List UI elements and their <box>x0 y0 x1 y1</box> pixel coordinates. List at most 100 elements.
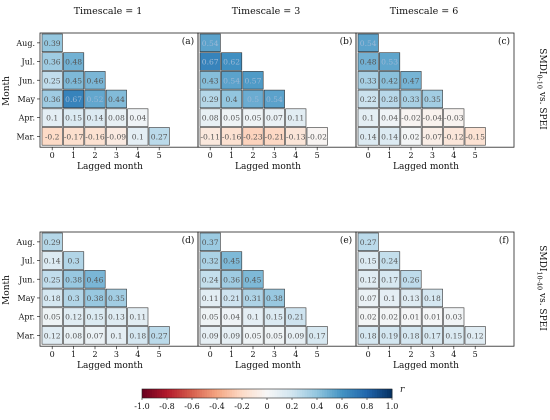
cell-value: -0.17 <box>64 132 84 141</box>
x-tick-label: 5 <box>473 350 478 359</box>
colorbar-segment <box>305 389 308 398</box>
colorbar-tick-label: 0 <box>264 402 269 411</box>
cell-value: 0.12 <box>467 331 484 340</box>
colorbar-segment <box>147 389 150 398</box>
x-axis-label: Lagged month <box>77 162 143 172</box>
colorbar-segment <box>195 389 198 398</box>
cell-value: 0.54 <box>223 76 240 85</box>
x-tick-label: 4 <box>135 151 140 160</box>
colorbar-segment <box>262 389 265 398</box>
colorbar-segment <box>345 389 348 398</box>
colorbar-segment <box>145 389 148 398</box>
cell-value: 0.54 <box>266 95 283 104</box>
cell-value: 0.21 <box>223 294 240 303</box>
cell-value: 0.46 <box>87 275 104 284</box>
colorbar-segment <box>317 389 320 398</box>
cell-value: 0.11 <box>129 313 146 322</box>
colorbar-tick-label: 1.0 <box>386 402 399 411</box>
colorbar-segment <box>247 389 250 398</box>
colorbar-segment <box>340 389 343 398</box>
cell-value: 0.15 <box>266 313 283 322</box>
x-tick-label: 5 <box>315 151 320 160</box>
row-label: SMDI10-40 vs. SPEI <box>536 245 548 331</box>
cell-value: 0.12 <box>360 275 377 284</box>
cell-value: 0.18 <box>403 331 420 340</box>
row-labels: SMDI0-10 vs. SPEISMDI10-40 vs. SPEI <box>536 48 548 331</box>
colorbar-tick-label: -0.2 <box>234 402 249 411</box>
cell-value: 0.03 <box>445 313 462 322</box>
colorbar-tick-label: -0.4 <box>209 402 224 411</box>
cell-value: 0.26 <box>403 275 420 284</box>
y-tick-label: Jun. <box>18 76 35 85</box>
y-tick-label: Apr. <box>18 114 35 123</box>
colorbar-segment <box>245 389 248 398</box>
cell-value: 0.48 <box>65 58 82 67</box>
x-tick-label: 5 <box>315 350 320 359</box>
cell-value: -0.15 <box>465 132 485 141</box>
cell-value: -0.11 <box>200 132 219 141</box>
colorbar-segment <box>360 389 363 398</box>
panel: (d)0.290.14 0.30.25 0.38 0.460.18 0.3 0.38 0.3… <box>2 232 198 371</box>
colorbar-segment <box>320 389 323 398</box>
colorbar-segment <box>150 389 153 398</box>
colorbar-segment <box>257 389 260 398</box>
colorbar-tick-label: 0.6 <box>336 402 349 411</box>
x-tick-label: 4 <box>293 350 298 359</box>
panel: (c) 0.54 0.48 0.53 0.33 0.42 0.47 0.22 0.28 0.33 0… <box>356 33 514 172</box>
colorbar-segment <box>170 389 173 398</box>
cell-value: -0.13 <box>286 132 306 141</box>
y-tick-label: Mar. <box>17 331 35 340</box>
cell-value: 0.05 <box>223 114 240 123</box>
cell-value: -0.16 <box>85 132 105 141</box>
x-tick-label: 5 <box>157 350 162 359</box>
colorbar-segment <box>337 389 340 398</box>
x-tick-label: 5 <box>157 151 162 160</box>
cell-value: 0.33 <box>360 76 377 85</box>
cell-value: 0.43 <box>202 76 219 85</box>
cell-value: 0.02 <box>360 313 377 322</box>
panel-label: (d) <box>182 235 195 246</box>
colorbar-tick-label: 0.2 <box>286 402 299 411</box>
colorbar-segment <box>162 389 165 398</box>
cell-value: 0.1 <box>132 132 144 141</box>
cell-value: 0.14 <box>360 132 377 141</box>
cell-value: 0.3 <box>68 257 80 266</box>
cell-value: 0.17 <box>309 331 326 340</box>
colorbar-segment <box>307 389 310 398</box>
y-tick-label: Aug. <box>15 39 35 48</box>
y-tick-label: Jul. <box>21 58 35 67</box>
cell-value: 0.45 <box>245 275 262 284</box>
cell-value: 0.54 <box>360 39 377 48</box>
cell-value: 0.09 <box>223 331 240 340</box>
cell-value: 0.07 <box>360 294 377 303</box>
cell-value: 0.38 <box>266 294 283 303</box>
cell-value: 0.25 <box>44 76 61 85</box>
x-tick-label: 2 <box>92 151 97 160</box>
cell-value: 0.04 <box>223 313 240 322</box>
colorbar-segment <box>142 389 145 398</box>
x-axis-label: Lagged month <box>235 162 301 172</box>
column-titles: Timescale = 1 Timescale = 3 Timescale = 6 <box>74 6 459 17</box>
cell-value: 0.38 <box>65 275 82 284</box>
cell-value: 0.24 <box>381 257 398 266</box>
colorbar-segment <box>380 389 383 398</box>
colorbar-segment <box>290 389 293 398</box>
cell-value: 0.19 <box>381 331 398 340</box>
x-tick-label: 3 <box>272 350 277 359</box>
colorbar-segment <box>182 389 185 398</box>
cell-value: -0.21 <box>265 132 284 141</box>
colorbar-segment <box>222 389 225 398</box>
colorbar-segment <box>295 389 298 398</box>
cell-value: 0.27 <box>360 238 377 247</box>
cell-value: 0.36 <box>44 95 61 104</box>
cell-value: 0.02 <box>381 313 398 322</box>
colorbar-segment <box>242 389 245 398</box>
cell-value: 0.09 <box>202 331 219 340</box>
cell-value: 0.05 <box>245 114 262 123</box>
x-tick-label: 0 <box>366 350 371 359</box>
colorbar-segment <box>282 389 285 398</box>
colorbar-segment <box>172 389 175 398</box>
panel: (e)0.370.32 0.450.24 0.36 0.450.11 0.21 0.31 0… <box>198 232 356 371</box>
cell-value: 0.01 <box>403 313 420 322</box>
colorbar-segment <box>200 389 203 398</box>
